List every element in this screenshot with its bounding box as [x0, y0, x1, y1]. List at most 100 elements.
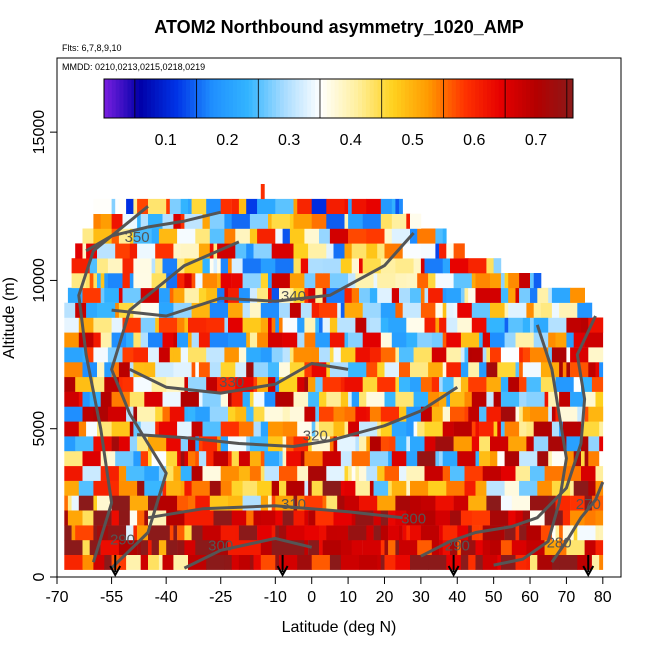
heatmap-cell [104, 362, 112, 378]
heatmap-cell [526, 554, 531, 570]
isentrope-contours: 290 300 300 310 320 330 340 350 270 280 290 [77, 205, 605, 570]
heatmap-cell [228, 451, 232, 467]
heatmap-cell [377, 495, 396, 511]
colorbar-step [440, 79, 445, 118]
heatmap-cell [391, 480, 407, 496]
heatmap-cell [355, 480, 371, 496]
heatmap-cell [129, 391, 145, 407]
heatmap-cell [490, 539, 502, 555]
heatmap-cell [238, 554, 251, 570]
heatmap-cell [377, 421, 382, 437]
heatmap-cell [195, 362, 200, 378]
heatmap-cell [173, 347, 181, 363]
heatmap-cell [282, 332, 298, 348]
heatmap-cell [315, 510, 334, 526]
heatmap-cell [93, 480, 109, 496]
heatmap-cell [366, 228, 385, 244]
heatmap-cell [118, 228, 131, 244]
heatmap-cell [162, 391, 181, 407]
heatmap-cell [220, 391, 229, 407]
heatmap-cell [133, 302, 141, 318]
heatmap-cell [570, 347, 589, 363]
heatmap-cell [373, 480, 389, 496]
heatmap-cell [140, 554, 149, 570]
heatmap-cell [420, 258, 425, 274]
heatmap-cell [540, 376, 556, 392]
heatmap-cell [304, 362, 312, 378]
heatmap-cell [519, 406, 523, 422]
heatmap-cell [264, 406, 283, 422]
heatmap-cell [395, 436, 407, 452]
heatmap-cell [500, 525, 505, 541]
heatmap-cell [431, 376, 440, 392]
heatmap-cell [344, 376, 363, 392]
heatmap-cell [191, 198, 207, 214]
heatmap-cell [551, 421, 560, 437]
heatmap-cell [399, 347, 414, 363]
heatmap-cell [450, 406, 465, 422]
heatmap-cell [471, 436, 480, 452]
heatmap-cell [158, 539, 167, 555]
heatmap-cell [206, 554, 225, 570]
heatmap-cell [442, 539, 451, 555]
heatmap-cell [599, 451, 604, 467]
heatmap-cell [322, 258, 342, 274]
heatmap-cell [329, 228, 349, 244]
y-axis-label: Altitude (m) [1, 277, 18, 359]
heatmap-cell [555, 525, 560, 541]
heatmap-cell [275, 228, 283, 244]
heatmap-cell [279, 465, 298, 481]
heatmap-cell [500, 376, 509, 392]
x-tick-label: -55 [100, 589, 123, 606]
heatmap-cell [289, 287, 294, 303]
heatmap-cell [395, 273, 407, 289]
heatmap-cell [391, 451, 407, 467]
colorbar-step [244, 79, 250, 118]
heatmap-cell [228, 406, 236, 422]
colorbar-step [459, 79, 465, 118]
heatmap-cell [475, 539, 484, 555]
heatmap-cell [584, 391, 596, 407]
heatmap-cell [249, 451, 262, 467]
heatmap-cell [548, 451, 553, 467]
heatmap-cell [446, 287, 462, 303]
heatmap-cell [126, 332, 134, 348]
heatmap-cell [173, 525, 178, 541]
heatmap-cell [297, 421, 313, 437]
heatmap-cell [209, 213, 225, 229]
colorbar-step [193, 79, 199, 118]
heatmap-cell [308, 510, 316, 526]
heatmap-cell [479, 406, 487, 422]
heatmap-cell [231, 258, 243, 274]
heatmap-cell [297, 198, 313, 214]
heatmap-cell [97, 273, 101, 289]
heatmap-cell [202, 258, 211, 274]
heatmap-cell [591, 376, 604, 392]
colorbar-step [182, 79, 187, 118]
heatmap-cell [486, 480, 505, 496]
heatmap-cell [573, 332, 585, 348]
heatmap-cell [395, 302, 403, 318]
colorbar-step [369, 79, 375, 118]
colorbar-step [467, 79, 472, 118]
heatmap-cell [118, 554, 127, 570]
heatmap-cell [140, 332, 149, 348]
heatmap-cell [439, 525, 443, 541]
heatmap-cell [238, 198, 247, 214]
heatmap-cell [202, 273, 218, 289]
heatmap-cell [195, 273, 203, 289]
heatmap-cell [297, 332, 305, 348]
heatmap-cell [311, 198, 327, 214]
heatmap-cell [348, 465, 352, 481]
heatmap-cell [206, 198, 222, 214]
colorbar-step [162, 79, 167, 118]
heatmap-cell [584, 406, 589, 422]
heatmap-cell [253, 406, 265, 422]
heatmap-cell [551, 554, 560, 570]
heatmap-cell [297, 376, 305, 392]
heatmap-cell [282, 406, 291, 422]
heatmap-cell [511, 406, 516, 422]
heatmap-cell [497, 421, 502, 437]
heatmap-cell [340, 347, 356, 363]
heatmap-cell [479, 451, 491, 467]
